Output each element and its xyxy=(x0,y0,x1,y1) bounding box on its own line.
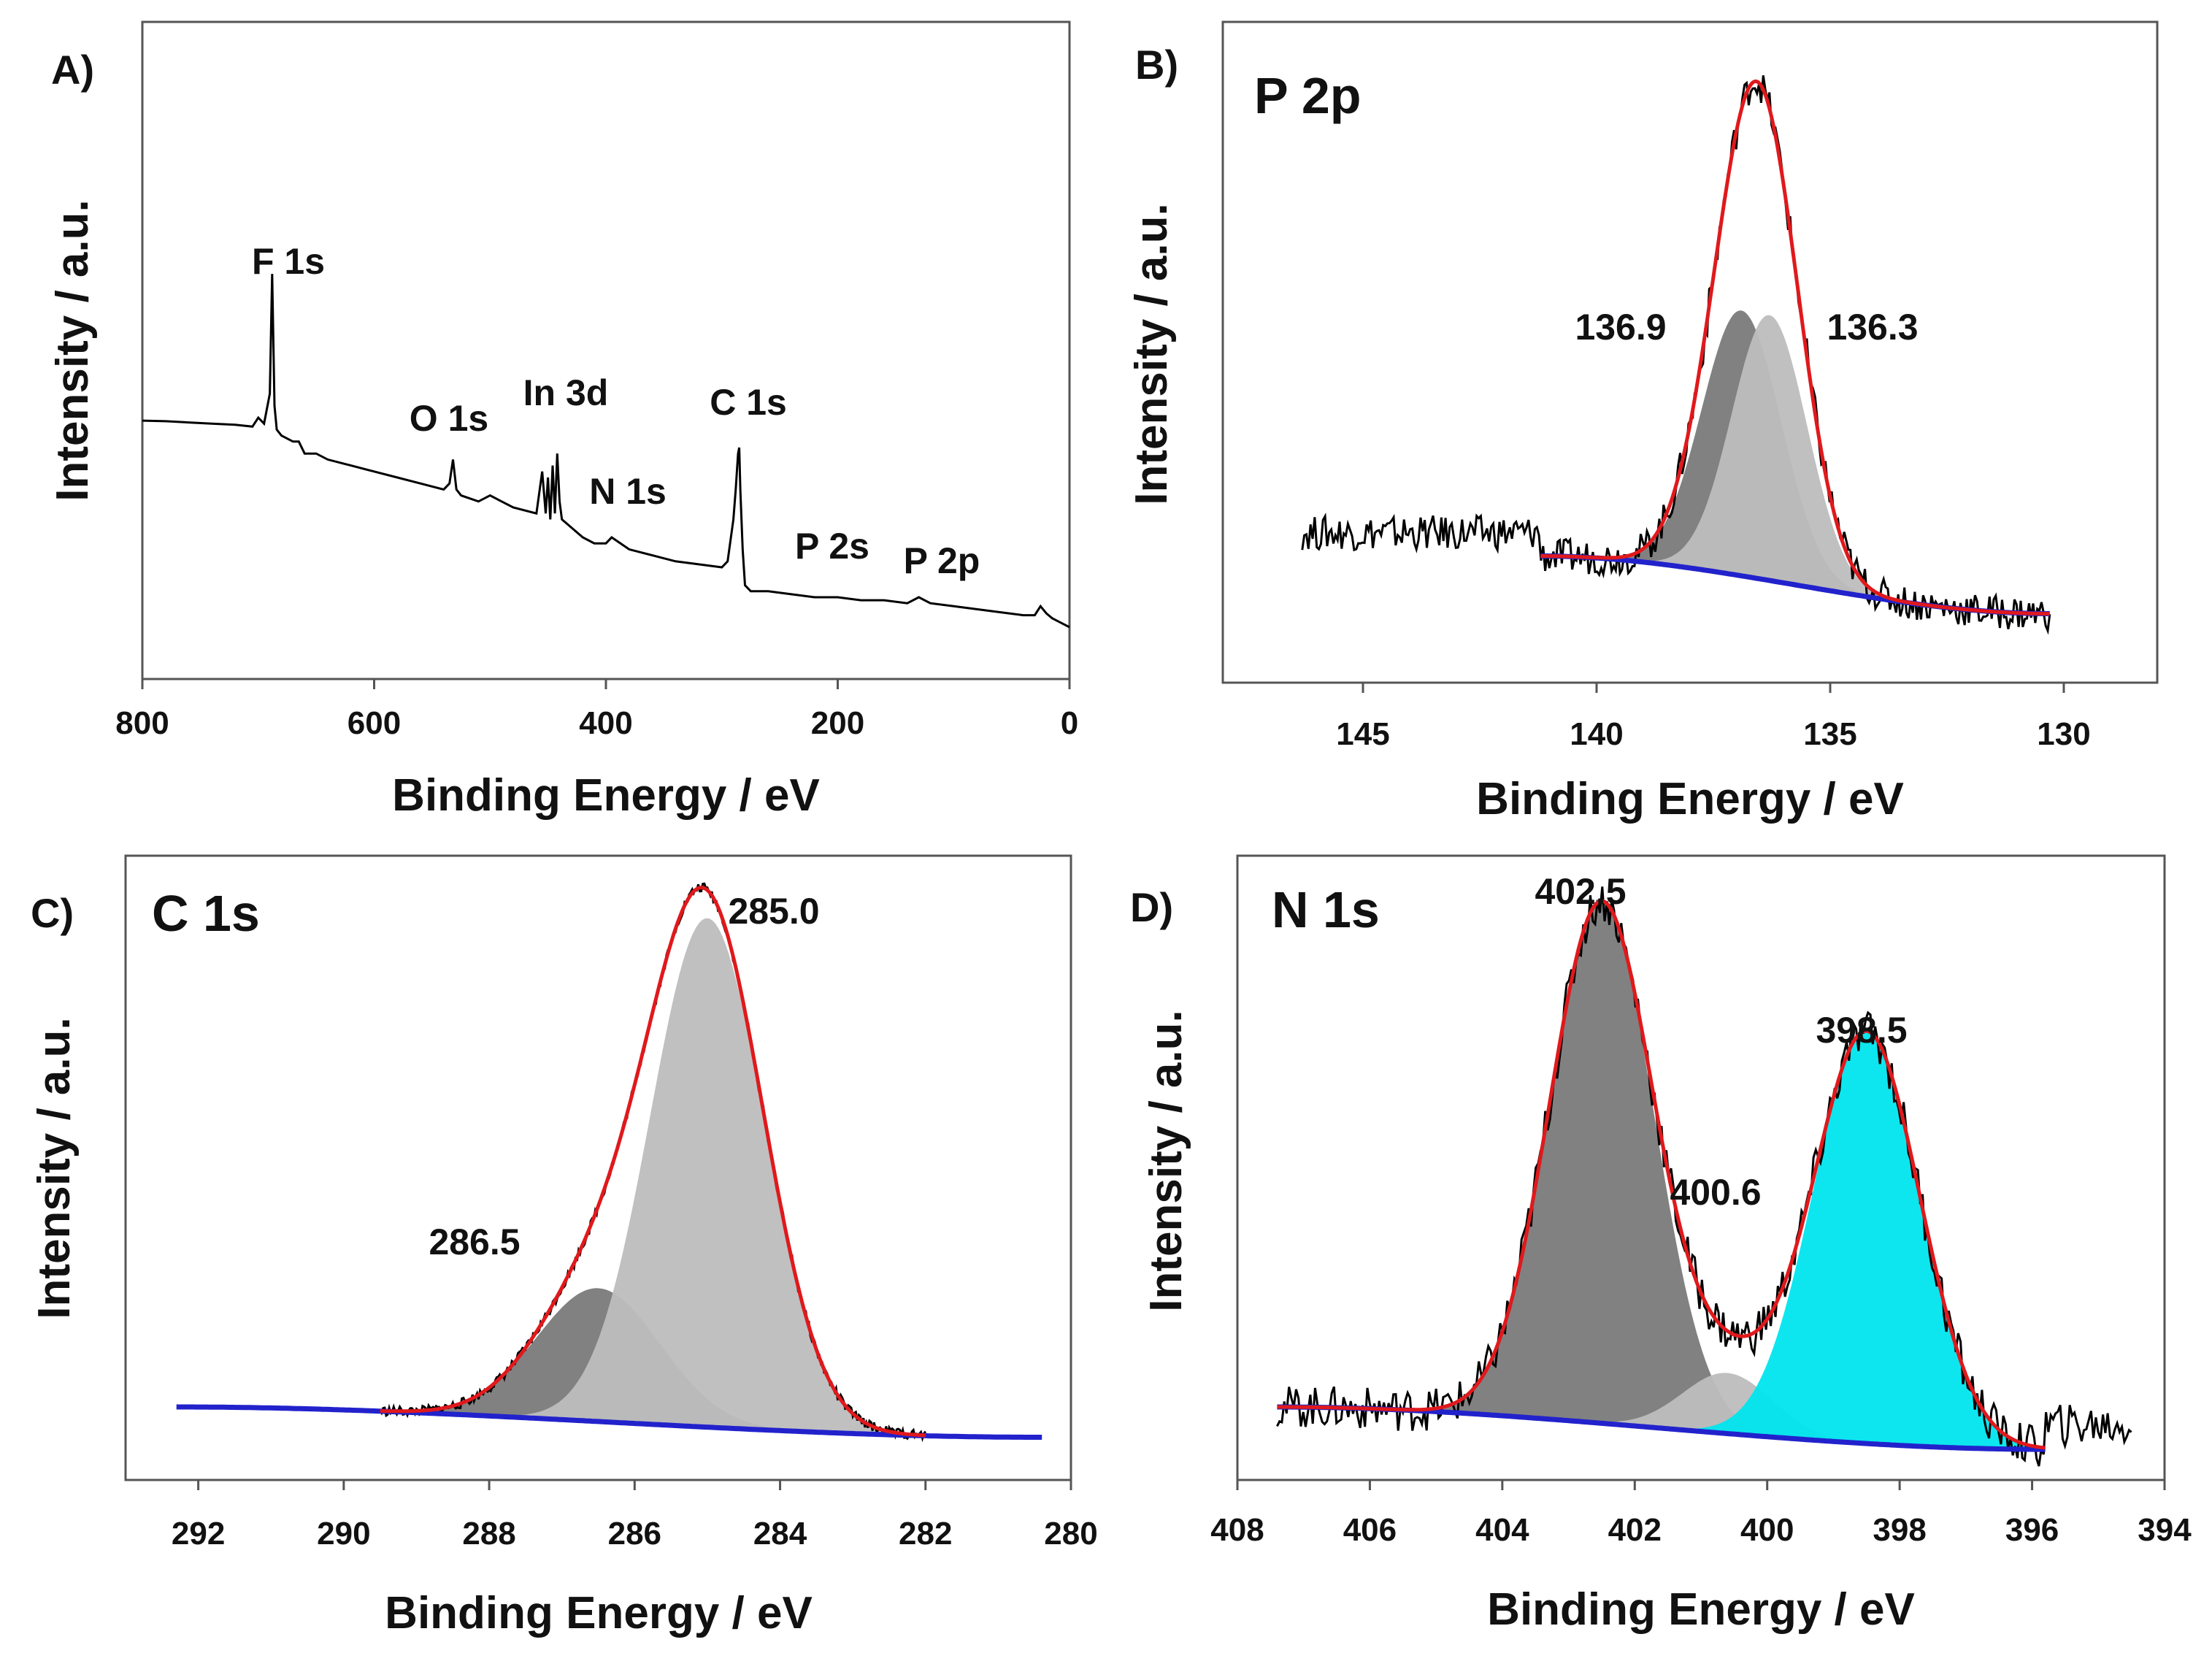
component-285.0 xyxy=(176,918,1042,1438)
peak-label: 136.3 xyxy=(1827,307,1918,348)
peak-label: P 2s xyxy=(795,526,869,567)
panel-letter: C) xyxy=(31,890,74,936)
x-tick-label: 288 xyxy=(462,1516,515,1552)
x-tick-label: 400 xyxy=(579,705,632,741)
plot-frame xyxy=(124,854,1072,1481)
peak-label: 400.6 xyxy=(1670,1172,1761,1213)
x-tick-label: 402 xyxy=(1608,1512,1662,1548)
x-tick-label: 130 xyxy=(2037,716,2090,752)
component-136.9 xyxy=(1540,310,2050,614)
peak-label: F 1s xyxy=(252,241,325,282)
peak-label: N 1s xyxy=(589,471,667,512)
component-136.3 xyxy=(1540,315,2050,614)
peak-label: 402.5 xyxy=(1535,871,1626,912)
x-tick-label: 135 xyxy=(1803,716,1856,752)
y-axis-title: Intensity / a.u. xyxy=(47,199,98,501)
plot-frame xyxy=(1236,854,2166,1481)
series-lines xyxy=(1301,75,2051,635)
series-lines xyxy=(176,882,1042,1443)
panel-a: A) 800 600 400 200 0 F 1s O 1s In 3d N 1s C 1s P … xyxy=(47,20,1078,821)
series-lines xyxy=(1276,886,2132,1467)
panel-letter: B) xyxy=(1135,42,1178,88)
x-tick-label: 404 xyxy=(1475,1512,1529,1548)
envelope-line xyxy=(1277,899,2046,1450)
peak-label: 286.5 xyxy=(429,1221,520,1262)
peak-label: P 2p xyxy=(904,540,980,581)
x-axis-title: Binding Energy / eV xyxy=(1487,1584,1915,1635)
raw-data-line xyxy=(1276,886,2132,1467)
panel-letter: A) xyxy=(51,47,94,93)
x-tick-label: 280 xyxy=(1044,1516,1097,1552)
x-ticks: 145 140 135 130 xyxy=(1336,683,2091,752)
x-tick-label: 800 xyxy=(115,705,169,741)
peak-labels: F 1s O 1s In 3d N 1s C 1s P 2s P 2p xyxy=(252,241,980,581)
peak-label: C 1s xyxy=(710,382,787,423)
panel-letter: D) xyxy=(1130,884,1173,930)
x-tick-label: 0 xyxy=(1061,705,1078,741)
x-tick-label: 396 xyxy=(2005,1512,2059,1548)
peak-labels: 402.5 400.6 398.5 xyxy=(1535,871,1907,1213)
peak-label: 398.5 xyxy=(1816,1010,1907,1051)
y-axis-title: Intensity / a.u. xyxy=(1141,1010,1191,1311)
y-axis-title: Intensity / a.u. xyxy=(1126,203,1177,505)
x-tick-label: 140 xyxy=(1570,716,1623,752)
peak-label: 285.0 xyxy=(728,891,819,932)
x-tick-label: 286 xyxy=(608,1516,661,1552)
x-tick-label: 292 xyxy=(172,1516,225,1552)
envelope-line xyxy=(1540,79,2050,615)
x-tick-label: 398 xyxy=(1873,1512,1926,1548)
series-lines xyxy=(142,274,1070,629)
envelope-line xyxy=(380,886,926,1438)
peak-labels: 286.5 285.0 xyxy=(429,891,819,1262)
survey-line xyxy=(142,274,1070,629)
component-400.6 xyxy=(1277,1373,2046,1450)
panel-title: N 1s xyxy=(1272,881,1380,938)
x-tick-label: 200 xyxy=(811,705,864,741)
panel-c: C) C 1s 292 290 288 286 284 282 280 286.5 285.0… xyxy=(29,854,1098,1638)
component-402.5 xyxy=(1277,902,2046,1450)
x-tick-label: 282 xyxy=(899,1516,952,1552)
x-tick-label: 408 xyxy=(1210,1512,1264,1548)
x-axis-title: Binding Energy / eV xyxy=(392,770,820,821)
y-axis-title: Intensity / a.u. xyxy=(29,1017,80,1319)
x-tick-label: 284 xyxy=(753,1516,807,1552)
x-ticks: 800 600 400 200 0 xyxy=(115,679,1078,741)
x-tick-label: 145 xyxy=(1336,716,1389,752)
panel-b: B) P 2p 145 140 135 130 136.9 136.3 Binding … xyxy=(1126,20,2159,824)
peak-label: In 3d xyxy=(523,372,609,413)
x-axis-title: Binding Energy / eV xyxy=(1476,774,1904,824)
background-line xyxy=(176,1404,1042,1440)
x-tick-label: 600 xyxy=(347,705,401,741)
x-axis-title: Binding Energy / eV xyxy=(385,1588,813,1638)
x-ticks: 292 290 288 286 284 282 280 xyxy=(172,1480,1098,1552)
peak-label: O 1s xyxy=(410,398,488,439)
panel-d: D) N 1s 408 406 404 402 400 398 396 394 402.540… xyxy=(1130,854,2192,1635)
component-398.5 xyxy=(1277,1031,2046,1450)
panel-title: P 2p xyxy=(1254,67,1362,124)
x-tick-label: 400 xyxy=(1740,1512,1794,1548)
peak-label: 136.9 xyxy=(1575,307,1666,348)
x-ticks: 408 406 404 402 400 398 396 394 xyxy=(1210,1480,2192,1548)
x-tick-label: 406 xyxy=(1343,1512,1397,1548)
plot-frame xyxy=(1221,20,2159,684)
x-tick-label: 290 xyxy=(317,1516,370,1552)
peak-labels: 136.9 136.3 xyxy=(1575,307,1918,348)
x-tick-label: 394 xyxy=(2138,1512,2192,1548)
panel-title: C 1s xyxy=(152,885,260,942)
